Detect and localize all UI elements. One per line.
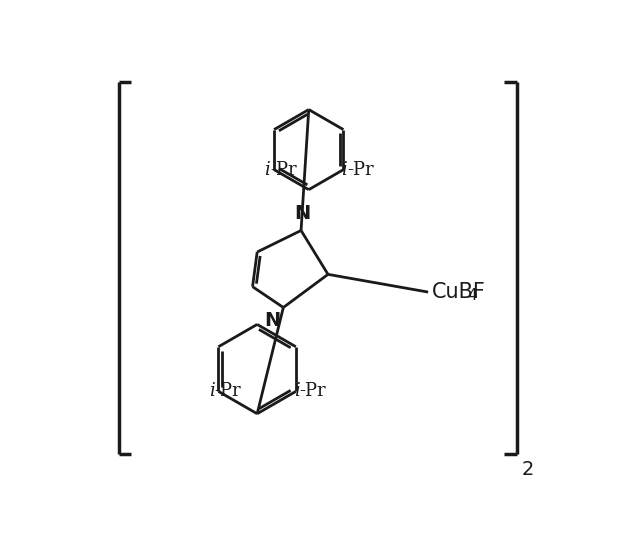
Text: 2: 2 <box>521 460 534 479</box>
Text: N: N <box>264 311 281 331</box>
Text: -Pr: -Pr <box>300 382 326 400</box>
Text: N: N <box>294 204 310 223</box>
Text: -Pr: -Pr <box>348 161 374 179</box>
Text: i: i <box>294 382 300 400</box>
Text: -Pr: -Pr <box>270 161 297 179</box>
Text: i: i <box>264 161 270 179</box>
Text: i: i <box>209 382 214 400</box>
Text: 4: 4 <box>467 288 477 304</box>
Text: i: i <box>342 161 348 179</box>
Text: -Pr: -Pr <box>214 382 241 400</box>
Text: CuBF: CuBF <box>432 282 486 302</box>
